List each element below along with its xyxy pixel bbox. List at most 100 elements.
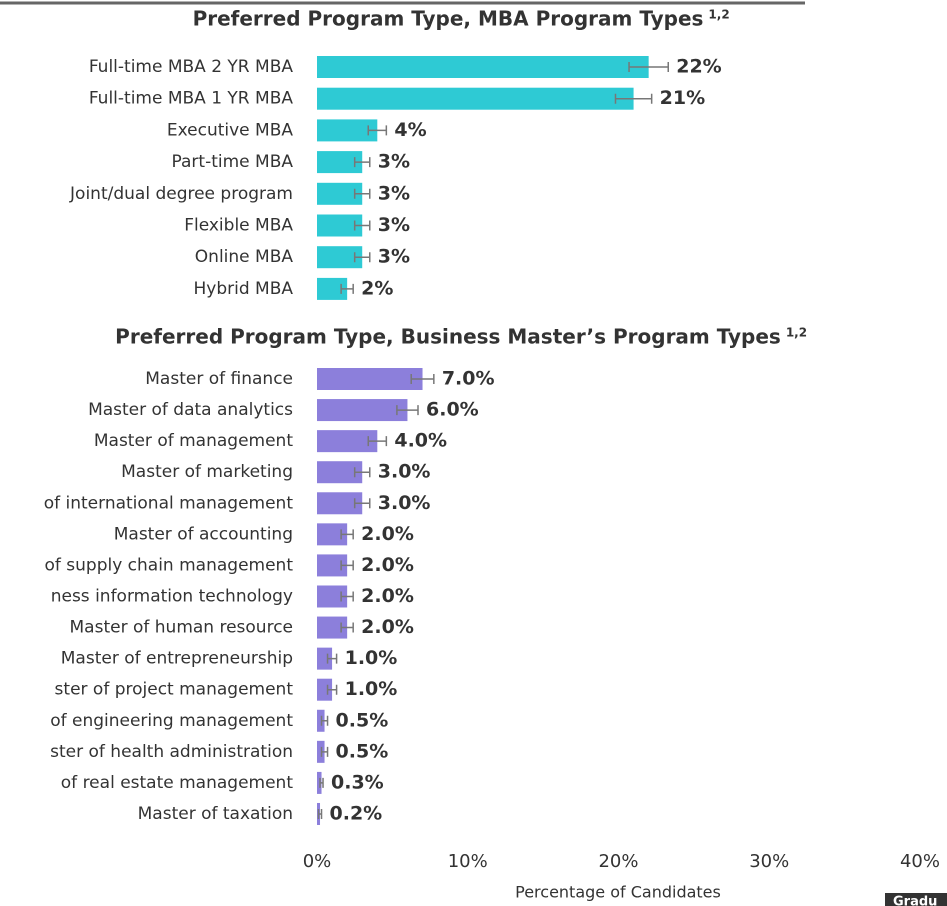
bar bbox=[317, 616, 348, 639]
value-label: 0.3% bbox=[331, 771, 384, 793]
bar bbox=[317, 119, 378, 142]
value-label: 1.0% bbox=[345, 678, 398, 700]
chart-title: Preferred Program Type, Business Master’… bbox=[115, 325, 781, 349]
bar bbox=[317, 399, 408, 422]
error-bar bbox=[326, 653, 338, 664]
category-label: Master of management bbox=[94, 431, 293, 451]
error-bar bbox=[326, 684, 338, 695]
value-label: 22% bbox=[676, 56, 721, 78]
bar bbox=[317, 151, 363, 174]
category-label: ster of project management bbox=[55, 680, 294, 700]
category-label: Hybrid MBA bbox=[193, 279, 293, 299]
error-bar bbox=[340, 591, 354, 602]
value-label: 3.0% bbox=[378, 461, 431, 483]
bar bbox=[317, 554, 348, 577]
category-label: of supply chain management bbox=[44, 555, 293, 575]
value-label: 3% bbox=[378, 151, 410, 173]
value-label: 3% bbox=[378, 246, 410, 268]
x-tick-label: 20% bbox=[598, 851, 638, 872]
value-label: 2% bbox=[361, 277, 393, 299]
badge: Gradu bbox=[893, 895, 937, 906]
error-bar bbox=[340, 622, 354, 633]
error-bar bbox=[317, 808, 323, 819]
value-label: 4% bbox=[394, 119, 426, 141]
x-tick-label: 10% bbox=[448, 851, 488, 872]
category-label: Full-time MBA 2 YR MBA bbox=[89, 57, 294, 77]
title-note: 1,2 bbox=[708, 8, 729, 22]
error-bar bbox=[320, 746, 329, 757]
bar bbox=[317, 678, 333, 701]
x-axis-label: Percentage of Candidates bbox=[515, 883, 721, 902]
bar bbox=[317, 709, 325, 732]
bar bbox=[317, 246, 363, 269]
category-label: Master of taxation bbox=[138, 804, 293, 824]
category-label: Master of accounting bbox=[114, 524, 293, 544]
value-label: 2.0% bbox=[361, 554, 414, 576]
error-bar bbox=[319, 777, 324, 788]
value-label: 2.0% bbox=[361, 616, 414, 638]
category-label: Master of human resource bbox=[70, 618, 293, 638]
error-bar bbox=[353, 498, 371, 509]
error-bar bbox=[340, 560, 354, 571]
error-bar bbox=[353, 188, 371, 199]
category-label: Part-time MBA bbox=[172, 152, 294, 172]
category-label: Master of finance bbox=[145, 369, 293, 389]
value-label: 1.0% bbox=[345, 647, 398, 669]
x-tick-label: 30% bbox=[749, 851, 789, 872]
value-label: 3.0% bbox=[378, 492, 431, 514]
error-bar bbox=[353, 252, 371, 263]
category-label: Master of data analytics bbox=[88, 400, 293, 420]
bar bbox=[317, 771, 322, 794]
category-label: Master of marketing bbox=[121, 462, 293, 482]
badge-box bbox=[885, 893, 947, 906]
error-bar bbox=[353, 467, 371, 478]
bar bbox=[317, 585, 348, 608]
bar bbox=[317, 214, 363, 237]
error-bar bbox=[410, 374, 435, 384]
error-bar bbox=[353, 220, 371, 231]
value-label: 2.0% bbox=[361, 523, 414, 545]
category-label: of international management bbox=[44, 493, 294, 513]
error-bar bbox=[367, 125, 388, 136]
bar bbox=[317, 740, 325, 763]
error-bar bbox=[614, 93, 653, 104]
error-bar bbox=[353, 157, 371, 168]
value-label: 7.0% bbox=[442, 368, 495, 390]
bar bbox=[317, 56, 649, 78]
value-label: 3% bbox=[378, 214, 410, 236]
value-label: 6.0% bbox=[426, 399, 479, 421]
error-bar bbox=[320, 715, 329, 726]
bar bbox=[317, 647, 333, 670]
bar bbox=[317, 523, 348, 546]
error-bar bbox=[628, 62, 669, 72]
value-label: 0.5% bbox=[336, 740, 389, 762]
category-label: Full-time MBA 1 YR MBA bbox=[89, 89, 294, 109]
error-bar bbox=[396, 405, 419, 416]
bar bbox=[317, 277, 348, 300]
value-label: 0.2% bbox=[330, 802, 383, 824]
title-note: 1,2 bbox=[786, 326, 807, 340]
chart-title: Preferred Program Type, MBA Program Type… bbox=[193, 7, 704, 31]
category-label: Joint/dual degree program bbox=[69, 184, 293, 204]
category-label: ness information technology bbox=[51, 586, 293, 606]
bar bbox=[317, 87, 634, 110]
value-label: 4.0% bbox=[394, 430, 447, 452]
value-label: 21% bbox=[660, 87, 705, 109]
bar bbox=[317, 461, 363, 484]
x-tick-label: 0% bbox=[303, 851, 332, 872]
category-label: Master of entrepreneurship bbox=[61, 649, 293, 669]
value-label: 0.5% bbox=[336, 709, 389, 731]
value-label: 2.0% bbox=[361, 585, 414, 607]
error-bar bbox=[340, 529, 354, 540]
value-label: 3% bbox=[378, 182, 410, 204]
category-label: of real estate management bbox=[61, 773, 294, 793]
bar bbox=[317, 492, 363, 515]
category-label: ster of health administration bbox=[50, 742, 293, 762]
category-label: Flexible MBA bbox=[184, 216, 293, 236]
bar bbox=[317, 182, 363, 205]
category-label: Online MBA bbox=[195, 247, 294, 267]
bar bbox=[317, 430, 378, 453]
category-label: Executive MBA bbox=[167, 120, 294, 140]
error-bar bbox=[367, 436, 388, 447]
